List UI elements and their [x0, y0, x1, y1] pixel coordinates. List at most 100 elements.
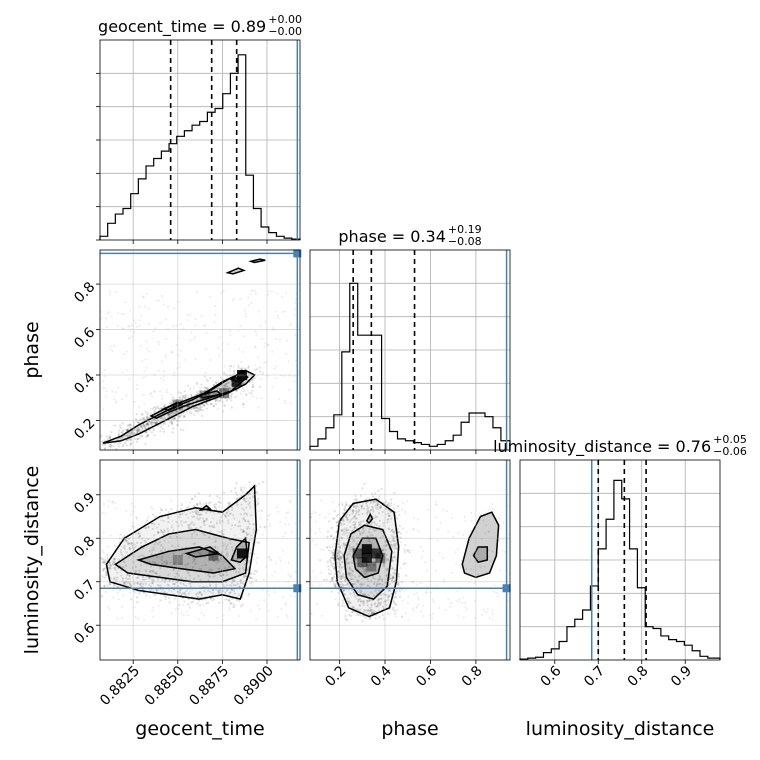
sample-point [416, 592, 419, 595]
sample-point [108, 499, 111, 502]
sample-point [126, 424, 129, 427]
sample-point [310, 512, 313, 515]
sample-point [275, 365, 278, 368]
sample-point [341, 599, 344, 602]
sample-point [466, 608, 469, 611]
sample-point [364, 616, 367, 620]
sample-point [171, 401, 174, 404]
sample-point [271, 574, 274, 577]
sample-point [374, 504, 377, 507]
sample-point [230, 584, 233, 587]
sample-point [352, 510, 355, 513]
sample-point [214, 503, 218, 506]
sample-point [242, 350, 245, 353]
sample-point [145, 422, 148, 425]
sample-point [172, 427, 175, 430]
sample-point [248, 592, 251, 596]
sample-point [356, 578, 359, 582]
sample-point [193, 495, 197, 498]
sample-point [121, 556, 124, 559]
sample-point [181, 396, 184, 399]
sample-point [224, 548, 228, 551]
sample-point [294, 359, 297, 362]
sample-point [328, 545, 331, 548]
tick-label-y-luminosity_distance-2: 0.8 [71, 533, 98, 560]
sample-point [135, 429, 138, 432]
sample-point [378, 616, 381, 619]
sample-point [101, 380, 104, 383]
sample-point [240, 503, 243, 506]
sample-point [244, 559, 247, 562]
sample-point [501, 538, 504, 541]
sample-point [226, 557, 229, 560]
sample-point [171, 524, 174, 527]
sample-point [219, 574, 222, 577]
sample-point [153, 390, 156, 393]
sample-point [332, 576, 335, 579]
sample-point [409, 549, 412, 552]
sample-point [196, 513, 199, 516]
contour-fill-5 [227, 268, 244, 274]
sample-point [363, 609, 366, 612]
sample-point [289, 323, 292, 326]
sample-point [197, 410, 200, 413]
sample-point [244, 309, 247, 312]
sample-point [191, 400, 195, 403]
sample-point [196, 503, 199, 506]
sample-point [222, 560, 225, 563]
sample-point [236, 503, 239, 507]
sample-point [149, 585, 152, 588]
sample-point [121, 431, 124, 434]
sample-point [340, 557, 343, 560]
sample-point [140, 554, 143, 557]
sample-point [288, 389, 291, 392]
sample-point [187, 556, 190, 559]
sample-point [382, 522, 385, 525]
sample-point [355, 499, 358, 502]
sample-point [229, 539, 232, 542]
sample-point [241, 545, 244, 548]
sample-point [380, 506, 383, 509]
sample-point [165, 338, 168, 341]
sample-point [260, 377, 263, 380]
sample-point [214, 399, 217, 402]
sample-point [194, 393, 197, 397]
sample-point [120, 553, 124, 556]
sample-point [186, 516, 189, 519]
sample-point [129, 583, 132, 586]
sample-point [241, 507, 244, 510]
sample-point [356, 563, 359, 566]
sample-point [243, 367, 246, 370]
sample-point [91, 438, 93, 440]
sample-point [357, 508, 360, 511]
sample-point [232, 298, 235, 301]
sample-point [121, 429, 125, 432]
sample-point [192, 560, 195, 563]
sample-point [166, 388, 169, 391]
sample-point [149, 421, 153, 424]
sample-point [188, 527, 191, 530]
sample-point [155, 572, 158, 575]
sample-point [198, 567, 201, 570]
sample-point [106, 312, 109, 315]
sample-point [263, 599, 266, 602]
sample-point [209, 525, 212, 528]
sample-point [249, 538, 252, 541]
sample-point [180, 593, 183, 596]
sample-point [436, 539, 439, 542]
sample-point [228, 584, 231, 587]
sample-point [142, 417, 145, 420]
sample-point [254, 290, 257, 293]
sample-point [251, 495, 254, 499]
sample-point [412, 528, 415, 531]
sample-point [167, 510, 170, 513]
sample-point [103, 561, 106, 564]
sample-point [116, 585, 119, 589]
tick-label-y-phase-0: 0.2 [71, 416, 98, 443]
sample-point [378, 582, 381, 586]
sample-point [424, 561, 427, 564]
sample-point [170, 526, 173, 529]
sample-point [377, 608, 380, 611]
sample-point [148, 429, 151, 432]
sample-point [318, 527, 321, 530]
